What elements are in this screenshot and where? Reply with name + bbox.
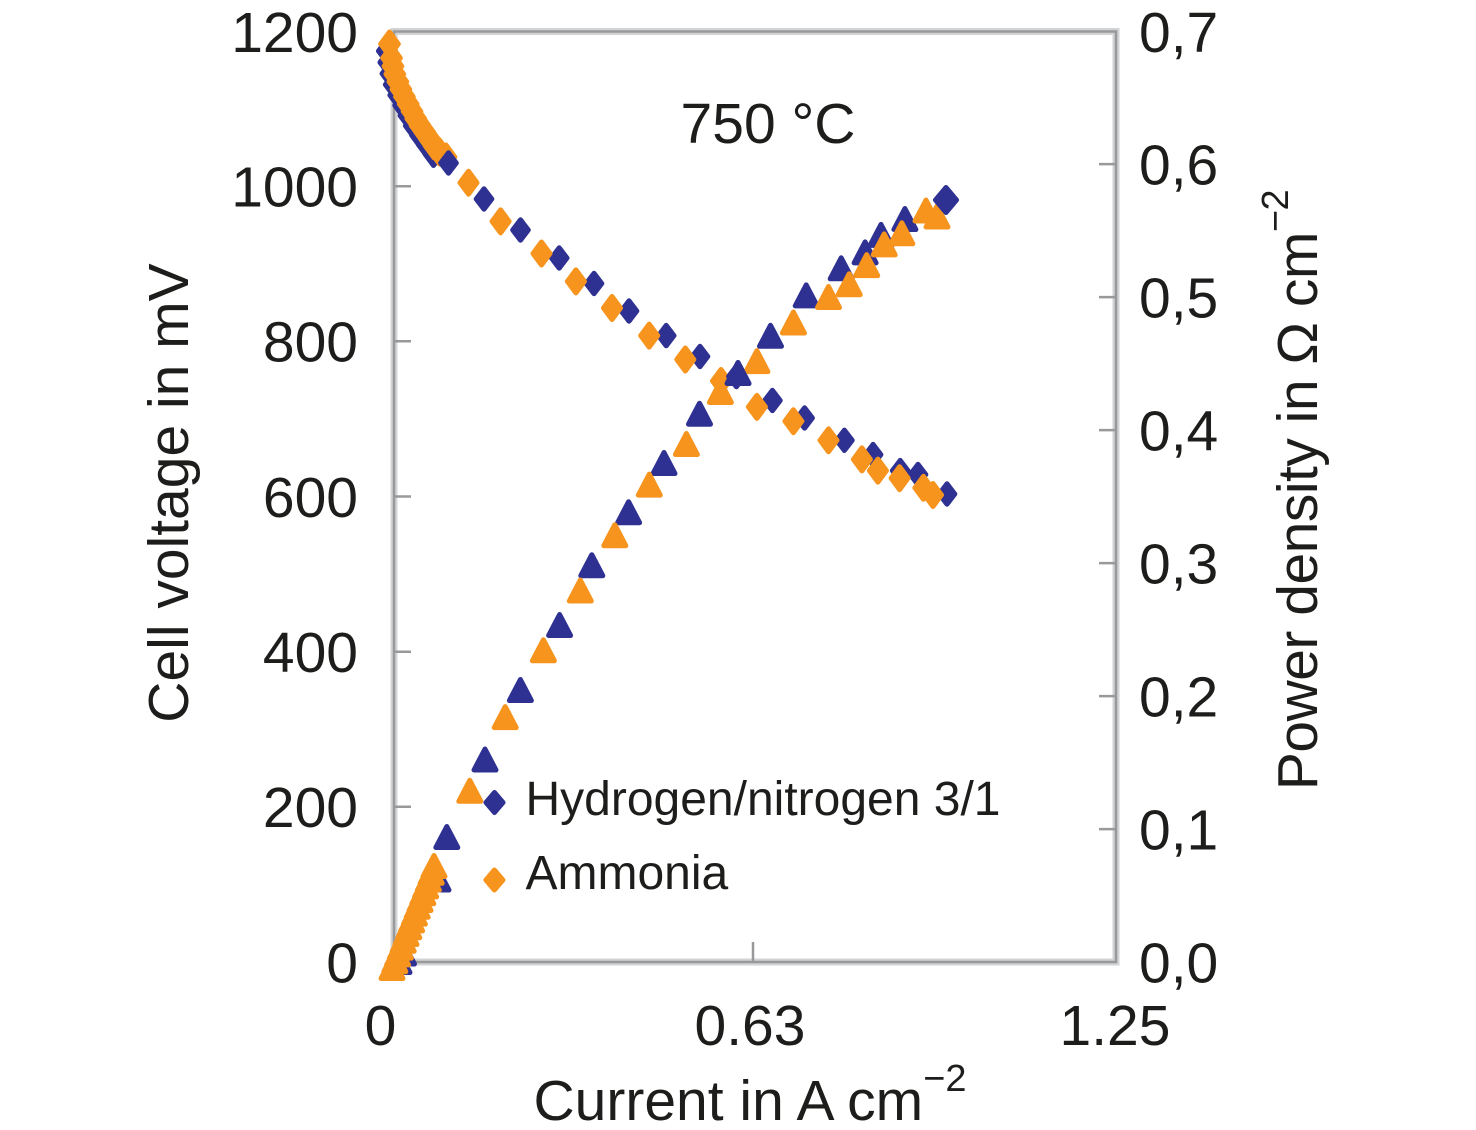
svg-text:0,3: 0,3 (1139, 533, 1218, 597)
svg-text:750 °C: 750 °C (681, 92, 856, 156)
svg-text:1000: 1000 (231, 156, 358, 220)
svg-text:400: 400 (263, 621, 358, 685)
svg-text:0,6: 0,6 (1139, 134, 1218, 198)
svg-text:600: 600 (263, 466, 358, 530)
svg-text:200: 200 (263, 776, 358, 840)
svg-text:0,7: 0,7 (1139, 1, 1218, 65)
svg-text:Ammonia: Ammonia (526, 847, 729, 900)
svg-text:0: 0 (326, 931, 358, 995)
svg-text:0,2: 0,2 (1139, 666, 1218, 730)
svg-text:Hydrogen/nitrogen 3/1: Hydrogen/nitrogen 3/1 (526, 773, 1001, 826)
svg-text:Current in A cm−2: Current in A cm−2 (534, 1058, 967, 1130)
svg-text:0,1: 0,1 (1139, 799, 1218, 863)
svg-text:0: 0 (365, 994, 397, 1058)
svg-text:Cell voltage in mV: Cell voltage in mV (137, 263, 201, 722)
svg-text:0,4: 0,4 (1139, 400, 1218, 464)
svg-text:0,0: 0,0 (1139, 931, 1218, 995)
svg-text:1.25: 1.25 (1060, 994, 1171, 1058)
svg-text:1200: 1200 (231, 1, 358, 65)
svg-text:800: 800 (263, 311, 358, 375)
svg-text:0.63: 0.63 (695, 994, 806, 1058)
svg-text:0,5: 0,5 (1139, 267, 1218, 331)
svg-text:Power density in Ω cm−2: Power density in Ω cm−2 (1255, 190, 1330, 790)
